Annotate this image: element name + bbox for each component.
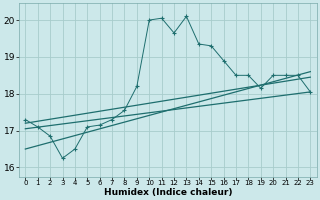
X-axis label: Humidex (Indice chaleur): Humidex (Indice chaleur) <box>104 188 232 197</box>
